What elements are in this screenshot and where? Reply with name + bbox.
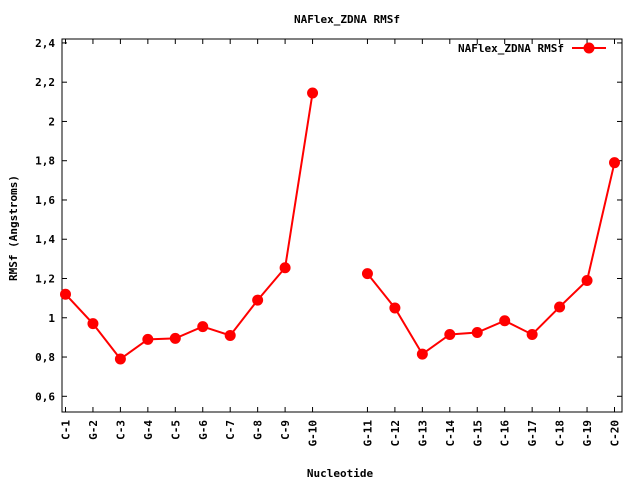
data-point [444, 328, 456, 340]
data-point [609, 157, 620, 169]
y-tick-label: 1,8 [35, 155, 55, 168]
x-axis-ticks: C-1 G-2 C-3 G-4 C-5 G-6 C-7 G-8 C-9 G-10 G-11 C-12 G… [60, 39, 622, 447]
y-tick-label: 1,2 [35, 273, 55, 286]
x-tick-label: G-2 [87, 420, 100, 440]
data-point [60, 288, 71, 300]
x-tick-label: C-3 [114, 420, 127, 440]
legend-marker [583, 42, 595, 54]
x-tick-label: C-14 [444, 420, 457, 447]
x-tick-label: C-1 [60, 420, 73, 440]
legend-label: NAFlex_ZDNA RMSf [458, 42, 564, 55]
y-tick-label: 2,4 [35, 37, 55, 50]
data-point [416, 348, 428, 360]
data-point [581, 274, 593, 286]
y-tick-label: 2,2 [35, 76, 55, 89]
data-point [279, 262, 291, 274]
series-layer [60, 87, 620, 365]
data-point [554, 301, 566, 313]
x-tick-label: G-15 [471, 420, 484, 447]
data-point [471, 326, 483, 338]
x-tick-label: C-9 [279, 420, 292, 440]
data-point [114, 353, 126, 365]
chart-title: NAFlex_ZDNA RMSf [294, 13, 400, 26]
legend: NAFlex_ZDNA RMSf [458, 42, 606, 55]
x-tick-label: G-8 [252, 420, 265, 440]
x-tick-label: C-12 [389, 420, 402, 447]
x-tick-label: C-20 [609, 420, 622, 447]
x-tick-label: G-13 [416, 420, 429, 447]
y-tick-label: 1,4 [35, 233, 55, 246]
y-tick-label: 2 [48, 115, 55, 128]
series-line [64, 92, 314, 361]
data-point [224, 329, 236, 341]
data-point [307, 87, 319, 99]
y-tick-label: 0,6 [35, 390, 55, 403]
x-tick-label: C-7 [224, 420, 237, 440]
x-tick-label: G-17 [526, 420, 539, 447]
x-tick-label: C-16 [499, 420, 512, 447]
y-tick-label: 0,8 [35, 351, 55, 364]
x-tick-label: G-4 [142, 420, 155, 440]
y-axis-ticks: 0,6 0,8 1 1,2 1,4 1,6 1,8 2 2,2 2,4 [35, 37, 622, 403]
data-point [142, 333, 154, 345]
data-point [252, 294, 264, 306]
y-tick-label: 1 [48, 312, 55, 325]
plot-frame [61, 38, 623, 413]
y-tick-label: 1,6 [35, 194, 55, 207]
series-line [366, 162, 616, 356]
x-tick-label: G-19 [581, 420, 594, 447]
data-point [87, 318, 99, 330]
x-tick-label: C-18 [554, 420, 567, 447]
x-tick-label: G-10 [307, 420, 320, 447]
data-point [361, 268, 373, 280]
data-point [526, 328, 538, 340]
x-axis-label: Nucleotide [307, 467, 374, 480]
y-axis-label: RMSf (Angstroms) [7, 175, 20, 281]
x-tick-label: G-6 [197, 420, 210, 440]
data-point [169, 332, 181, 344]
x-tick-label: C-5 [169, 420, 182, 440]
x-tick-label: G-11 [361, 420, 374, 447]
data-point [499, 315, 511, 327]
data-point [389, 302, 401, 314]
data-point [197, 321, 209, 333]
